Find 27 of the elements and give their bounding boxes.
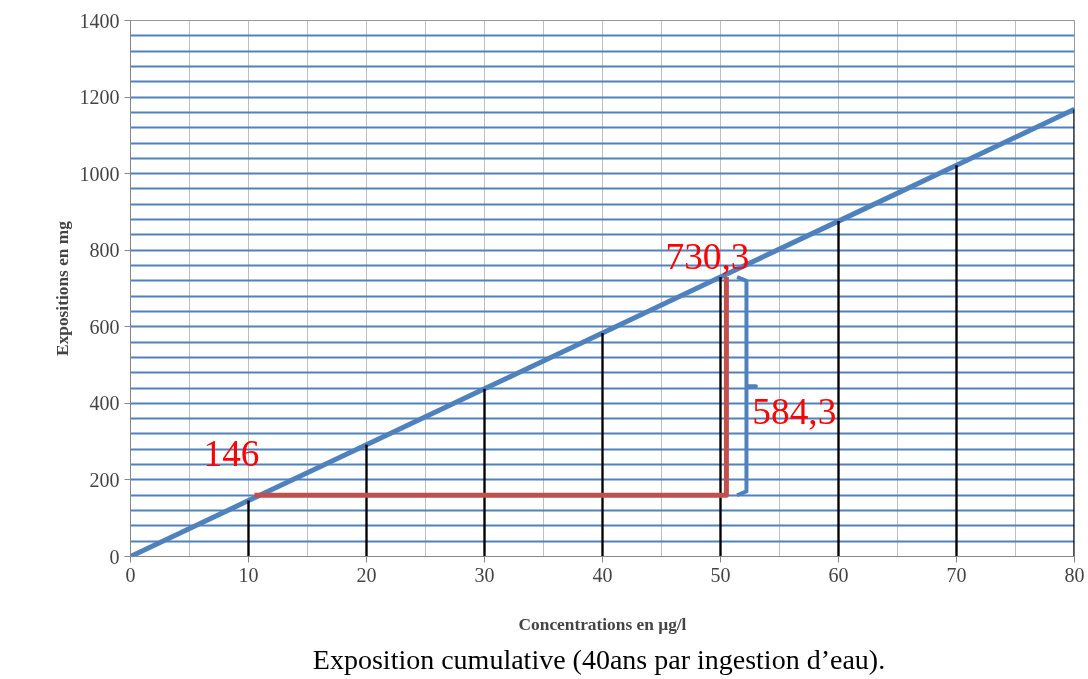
- y-tick-label: 1000: [79, 162, 120, 185]
- y-axis-title: Expositions en mg: [52, 220, 72, 356]
- x-tick-label: 20: [356, 563, 377, 586]
- y-tick-label: 600: [89, 315, 120, 338]
- y-tick-label: 1400: [79, 9, 120, 32]
- x-tick-label: 10: [238, 563, 259, 586]
- bar: [719, 277, 722, 557]
- bar: [837, 221, 840, 557]
- y-tick-label: 800: [89, 239, 120, 262]
- y-tick-label: 200: [89, 468, 120, 491]
- y-tick-label: 1200: [79, 86, 120, 109]
- x-tick-label: 80: [1064, 563, 1085, 586]
- x-tick-label: 70: [946, 563, 967, 586]
- x-tick-label: 60: [828, 563, 849, 586]
- bar: [365, 444, 368, 557]
- bar: [955, 165, 958, 557]
- bar: [601, 332, 604, 557]
- x-tick-label: 30: [474, 563, 495, 586]
- x-tick-label: 0: [125, 563, 136, 586]
- bar: [483, 388, 486, 557]
- x-axis-title: Concentrations en µg/l: [518, 614, 687, 634]
- y-tick-label: 0: [109, 545, 120, 568]
- text: Exposition cumulative (40ans par ingestion d’eau).: [312, 643, 886, 675]
- x-tick-label: 50: [710, 563, 731, 586]
- bar: [247, 500, 250, 557]
- x-tick-label: 40: [592, 563, 613, 586]
- y-tick-label: 400: [89, 392, 120, 415]
